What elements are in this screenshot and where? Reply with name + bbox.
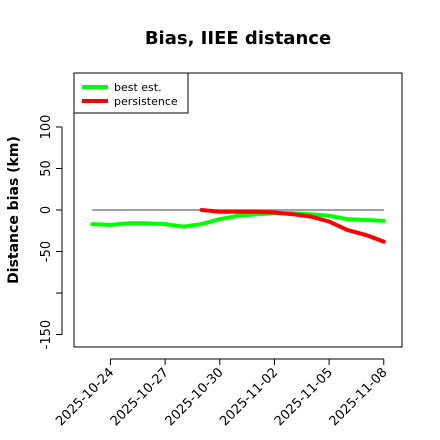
x-tick-label: 2025-11-08 [327,365,391,429]
chart-title: Bias, IIEE distance [145,28,331,49]
series-layer [90,208,386,244]
y-tick-label: -150 [39,320,54,350]
series-line-persistence [199,208,386,244]
series-line-best-est [90,211,386,229]
y-axis: -150 -50 0 50 100 [39,115,63,350]
legend-box [73,72,189,114]
plot-frame [73,72,403,348]
y-tick-label: 0 [39,206,54,214]
y-tick-label: 50 [39,160,54,177]
y-tick-label: 100 [39,115,54,140]
legend-label: best est. [114,81,162,94]
legend-label: persistence [114,95,178,108]
legend: best est.persistence [73,72,189,114]
x-axis: 2025-10-242025-10-272025-10-302025-11-02… [53,358,391,429]
y-tick-label: -50 [39,241,54,262]
y-axis-label: Distance bias (km) [6,136,22,284]
